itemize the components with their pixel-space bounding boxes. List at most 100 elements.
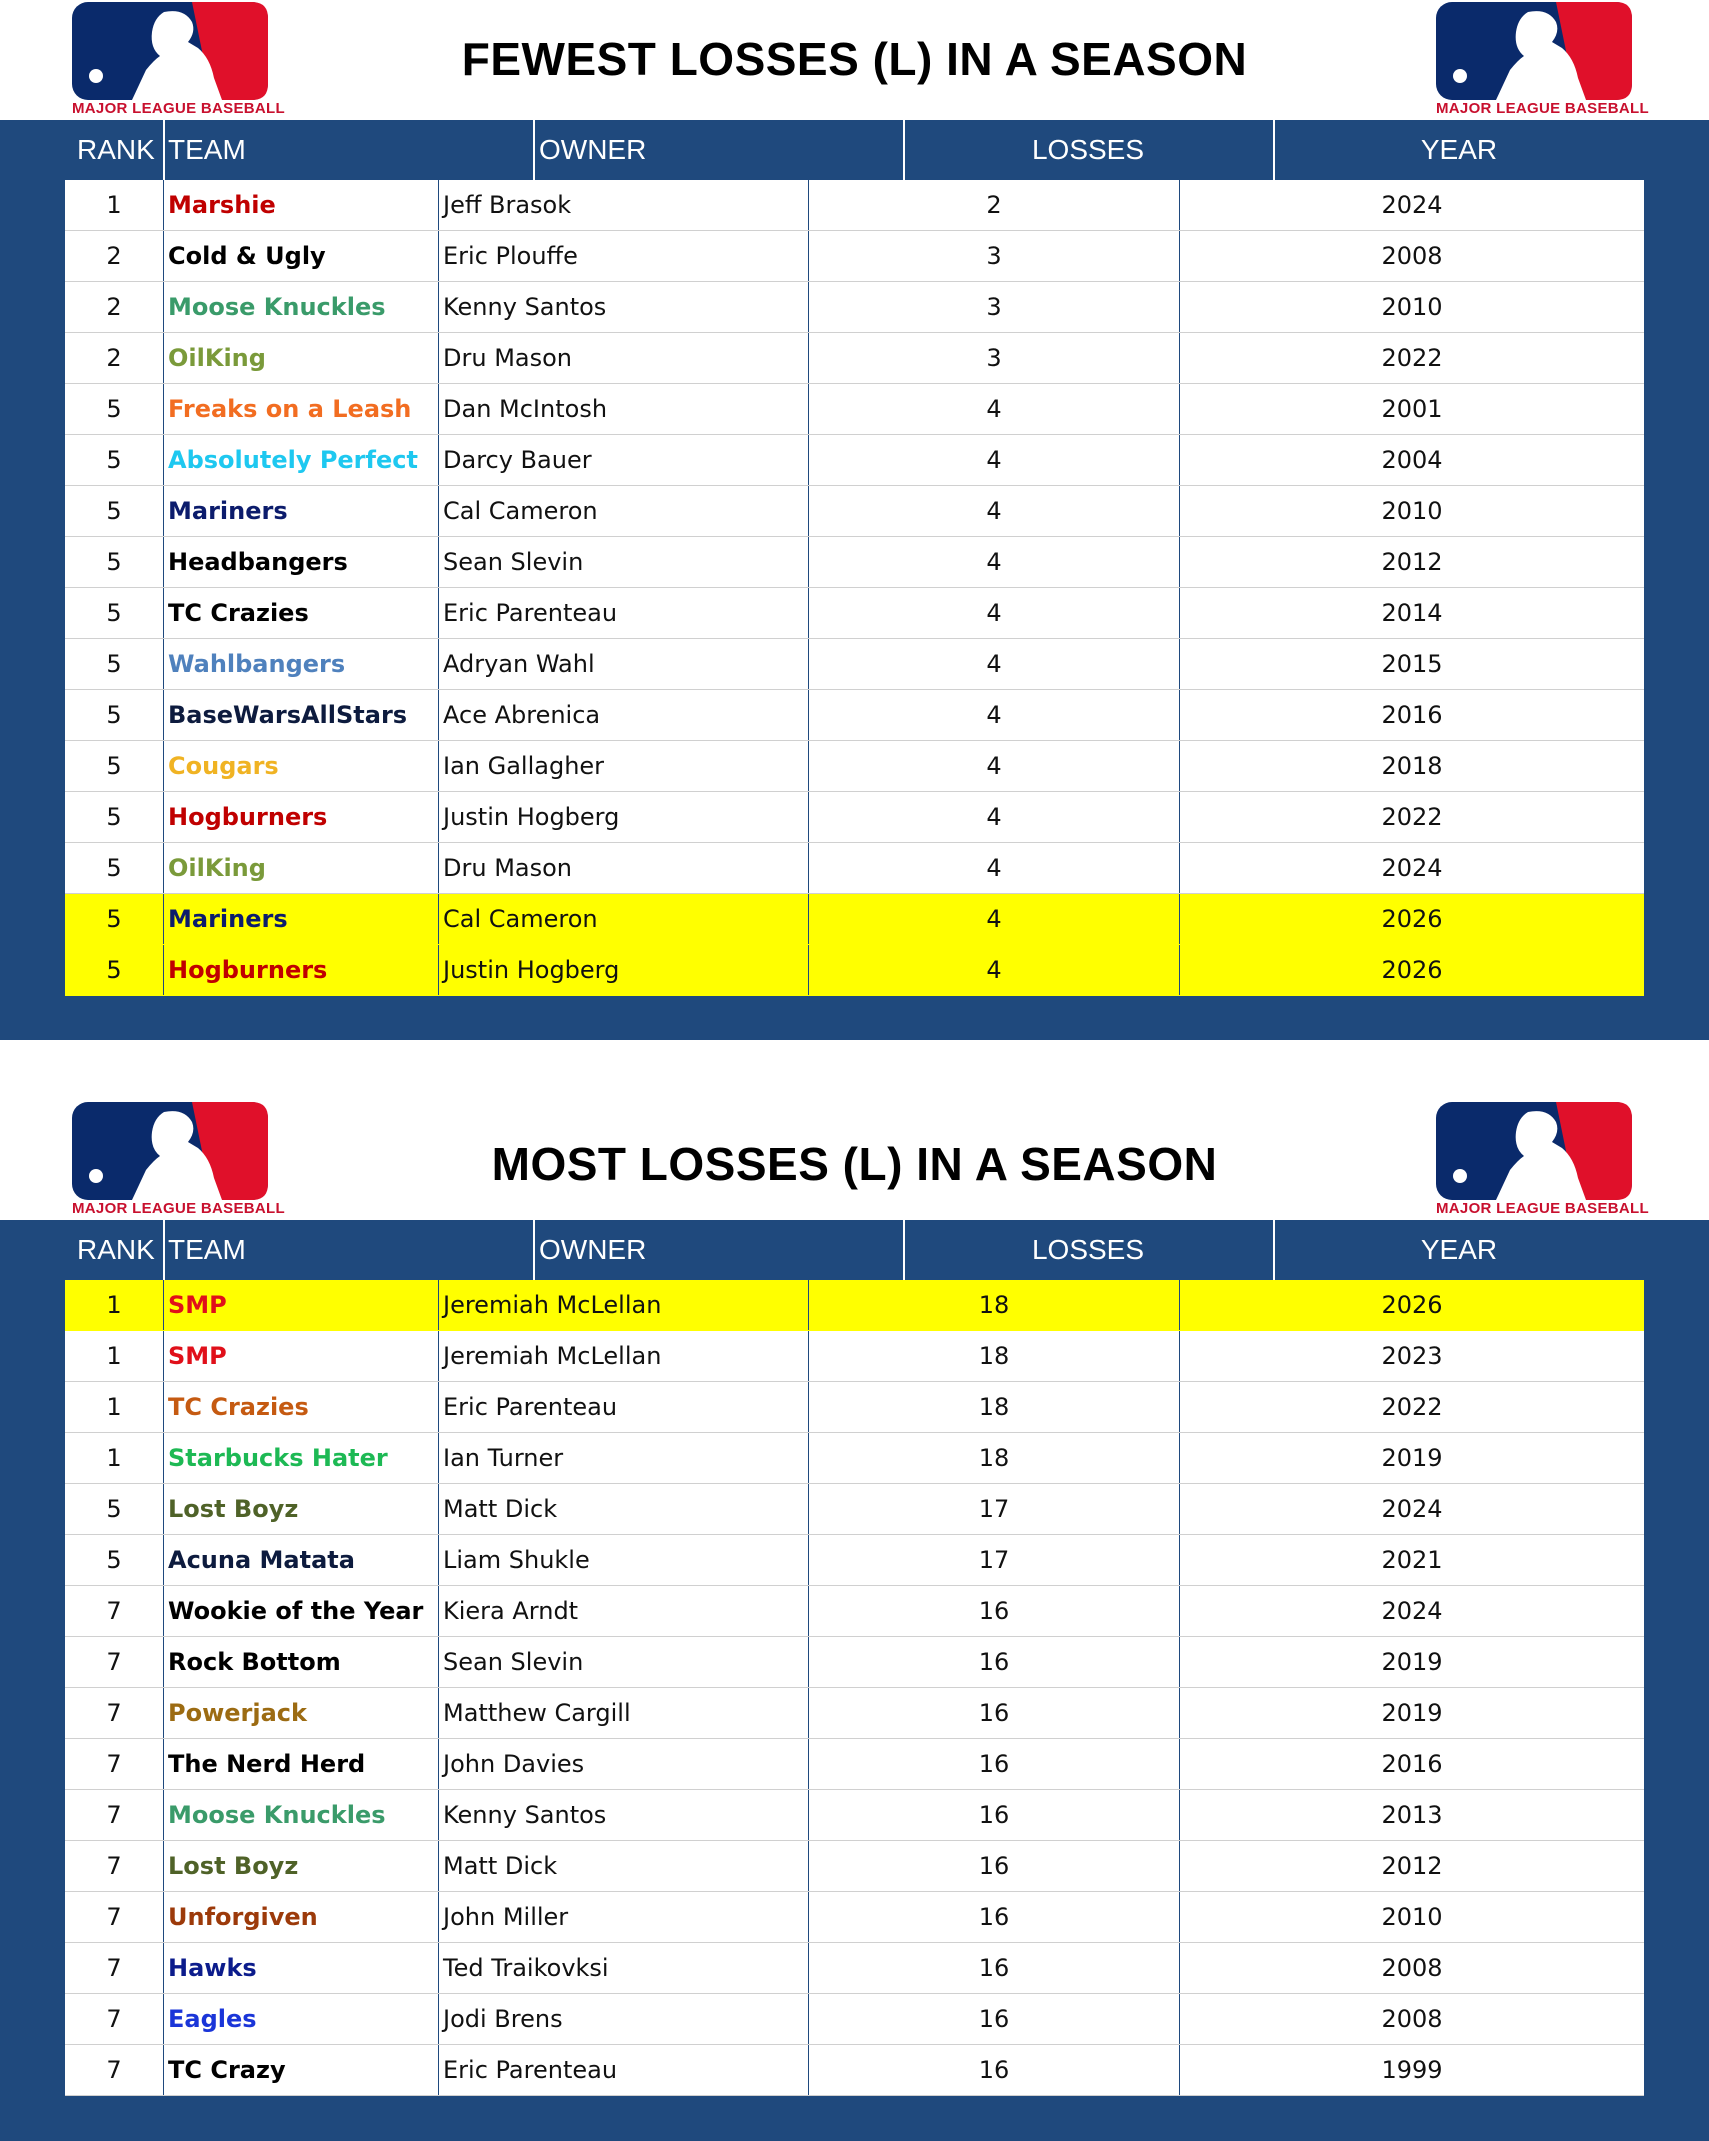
owner-cell: Jeremiah McLellan [439, 1331, 809, 1381]
team-cell: Starbucks Hater [164, 1433, 439, 1483]
table-row: 5 Wahlbangers Adryan Wahl 4 2015 [65, 639, 1644, 690]
col-year-header: YEAR [1420, 1234, 1498, 1265]
rank-cell: 1 [65, 1280, 164, 1330]
team-cell: SMP [164, 1280, 439, 1330]
table-row: 2 Moose Knuckles Kenny Santos 3 2010 [65, 282, 1644, 333]
losses-cell: 3 [809, 231, 1180, 281]
col-owner-header: OWNER [539, 1234, 647, 1265]
year-cell: 2024 [1381, 1597, 1443, 1625]
table-row: 5 Mariners Cal Cameron 4 2010 [65, 486, 1644, 537]
rank-cell: 2 [65, 231, 164, 281]
owner-cell: Matt Dick [439, 1484, 809, 1534]
rank-cell: 7 [65, 1841, 164, 1891]
owner-cell: Justin Hogberg [439, 945, 809, 995]
year-cell: 2015 [1381, 650, 1443, 678]
owner-cell: Ace Abrenica [439, 690, 809, 740]
losses-cell: 16 [809, 1790, 1180, 1840]
mlb-logo-left: MAJOR LEAGUE BASEBALL [72, 2, 285, 122]
losses-cell: 3 [809, 333, 1180, 383]
rank-cell: 7 [65, 1688, 164, 1738]
year-cell: 2008 [1381, 1954, 1443, 1982]
table-row: 7 Rock Bottom Sean Slevin 16 2019 [65, 1637, 1644, 1688]
header-divider [903, 120, 905, 180]
rank-cell: 5 [65, 945, 164, 995]
owner-cell: Jeff Brasok [439, 180, 809, 230]
team-cell: Absolutely Perfect [164, 435, 439, 485]
losses-cell: 16 [809, 1892, 1180, 1942]
logo-caption: MAJOR LEAGUE BASEBALL [1436, 1200, 1649, 1217]
owner-cell: Matt Dick [439, 1841, 809, 1891]
most-table-panel: RANK TEAM OWNER LOSSES YEAR 1 SMP Jeremiah… [0, 1220, 1709, 2141]
year-cell: 2010 [1381, 497, 1443, 525]
table-row: 5 Hogburners Justin Hogberg 4 2022 [65, 792, 1644, 843]
mlb-logo-left: MAJOR LEAGUE BASEBALL [72, 1102, 285, 1222]
rank-cell: 5 [65, 384, 164, 434]
col-year-header: YEAR [1420, 134, 1498, 165]
year-cell: 2012 [1381, 548, 1443, 576]
year-cell: 2021 [1381, 1546, 1443, 1574]
rank-cell: 5 [65, 792, 164, 842]
losses-cell: 16 [809, 1943, 1180, 1993]
rank-cell: 2 [65, 282, 164, 332]
owner-cell: Cal Cameron [439, 486, 809, 536]
fewest-losses-section: MAJOR LEAGUE BASEBALL FEWEST LOSSES (L) … [0, 0, 1709, 1040]
losses-cell: 4 [809, 639, 1180, 689]
table-row: 1 SMP Jeremiah McLellan 18 2026 [65, 1280, 1644, 1331]
losses-cell: 4 [809, 894, 1180, 944]
year-cell: 2024 [1381, 1495, 1443, 1523]
losses-cell: 4 [809, 690, 1180, 740]
year-cell: 2014 [1381, 599, 1443, 627]
rank-cell: 5 [65, 486, 164, 536]
rank-cell: 2 [65, 333, 164, 383]
owner-cell: Dru Mason [439, 333, 809, 383]
year-cell: 2022 [1381, 1393, 1443, 1421]
team-cell: Acuna Matata [164, 1535, 439, 1585]
team-cell: Marshie [164, 180, 439, 230]
logo-caption: MAJOR LEAGUE BASEBALL [72, 1200, 285, 1217]
team-cell: Mariners [164, 894, 439, 944]
year-cell: 2012 [1381, 1852, 1443, 1880]
year-cell: 2019 [1381, 1444, 1443, 1472]
mlb-logo-icon [1436, 1102, 1632, 1200]
table-row: 5 Freaks on a Leash Dan McIntosh 4 2001 [65, 384, 1644, 435]
team-cell: Cold & Ugly [164, 231, 439, 281]
rank-cell: 5 [65, 741, 164, 791]
header-divider [163, 120, 165, 180]
header-divider [1273, 120, 1275, 180]
year-cell: 2024 [1381, 191, 1443, 219]
year-cell: 2013 [1381, 1801, 1443, 1829]
team-cell: Hogburners [164, 792, 439, 842]
team-cell: Wookie of the Year [164, 1586, 439, 1636]
table-row: 1 Starbucks Hater Ian Turner 18 2019 [65, 1433, 1644, 1484]
year-cell: 2026 [1381, 956, 1443, 984]
logo-caption: MAJOR LEAGUE BASEBALL [1436, 100, 1649, 117]
losses-cell: 18 [809, 1433, 1180, 1483]
year-cell: 2016 [1381, 1750, 1443, 1778]
table-row: 7 Moose Knuckles Kenny Santos 16 2013 [65, 1790, 1644, 1841]
losses-cell: 16 [809, 1586, 1180, 1636]
col-rank-header: RANK [77, 134, 155, 165]
team-cell: SMP [164, 1331, 439, 1381]
losses-cell: 16 [809, 1637, 1180, 1687]
year-cell: 1999 [1381, 2056, 1443, 2084]
table-row: 2 Cold & Ugly Eric Plouffe 3 2008 [65, 231, 1644, 282]
owner-cell: Eric Parenteau [439, 588, 809, 638]
year-cell: 2026 [1381, 905, 1443, 933]
rank-cell: 5 [65, 843, 164, 893]
team-cell: Lost Boyz [164, 1484, 439, 1534]
owner-cell: Dan McIntosh [439, 384, 809, 434]
most-table-body: 1 SMP Jeremiah McLellan 18 2026 1 SMP Jeremiah … [65, 1280, 1644, 2096]
losses-cell: 4 [809, 435, 1180, 485]
team-cell: OilKing [164, 843, 439, 893]
losses-cell: 4 [809, 588, 1180, 638]
team-cell: Eagles [164, 1994, 439, 2044]
rank-cell: 5 [65, 639, 164, 689]
col-owner-header: OWNER [539, 134, 647, 165]
rank-cell: 5 [65, 894, 164, 944]
rank-cell: 7 [65, 1586, 164, 1636]
table-row: 5 BaseWarsAllStars Ace Abrenica 4 2016 [65, 690, 1644, 741]
table-row: 7 TC Crazy Eric Parenteau 16 1999 [65, 2045, 1644, 2096]
header-divider [903, 1220, 905, 1280]
year-cell: 2022 [1381, 803, 1443, 831]
team-cell: Mariners [164, 486, 439, 536]
